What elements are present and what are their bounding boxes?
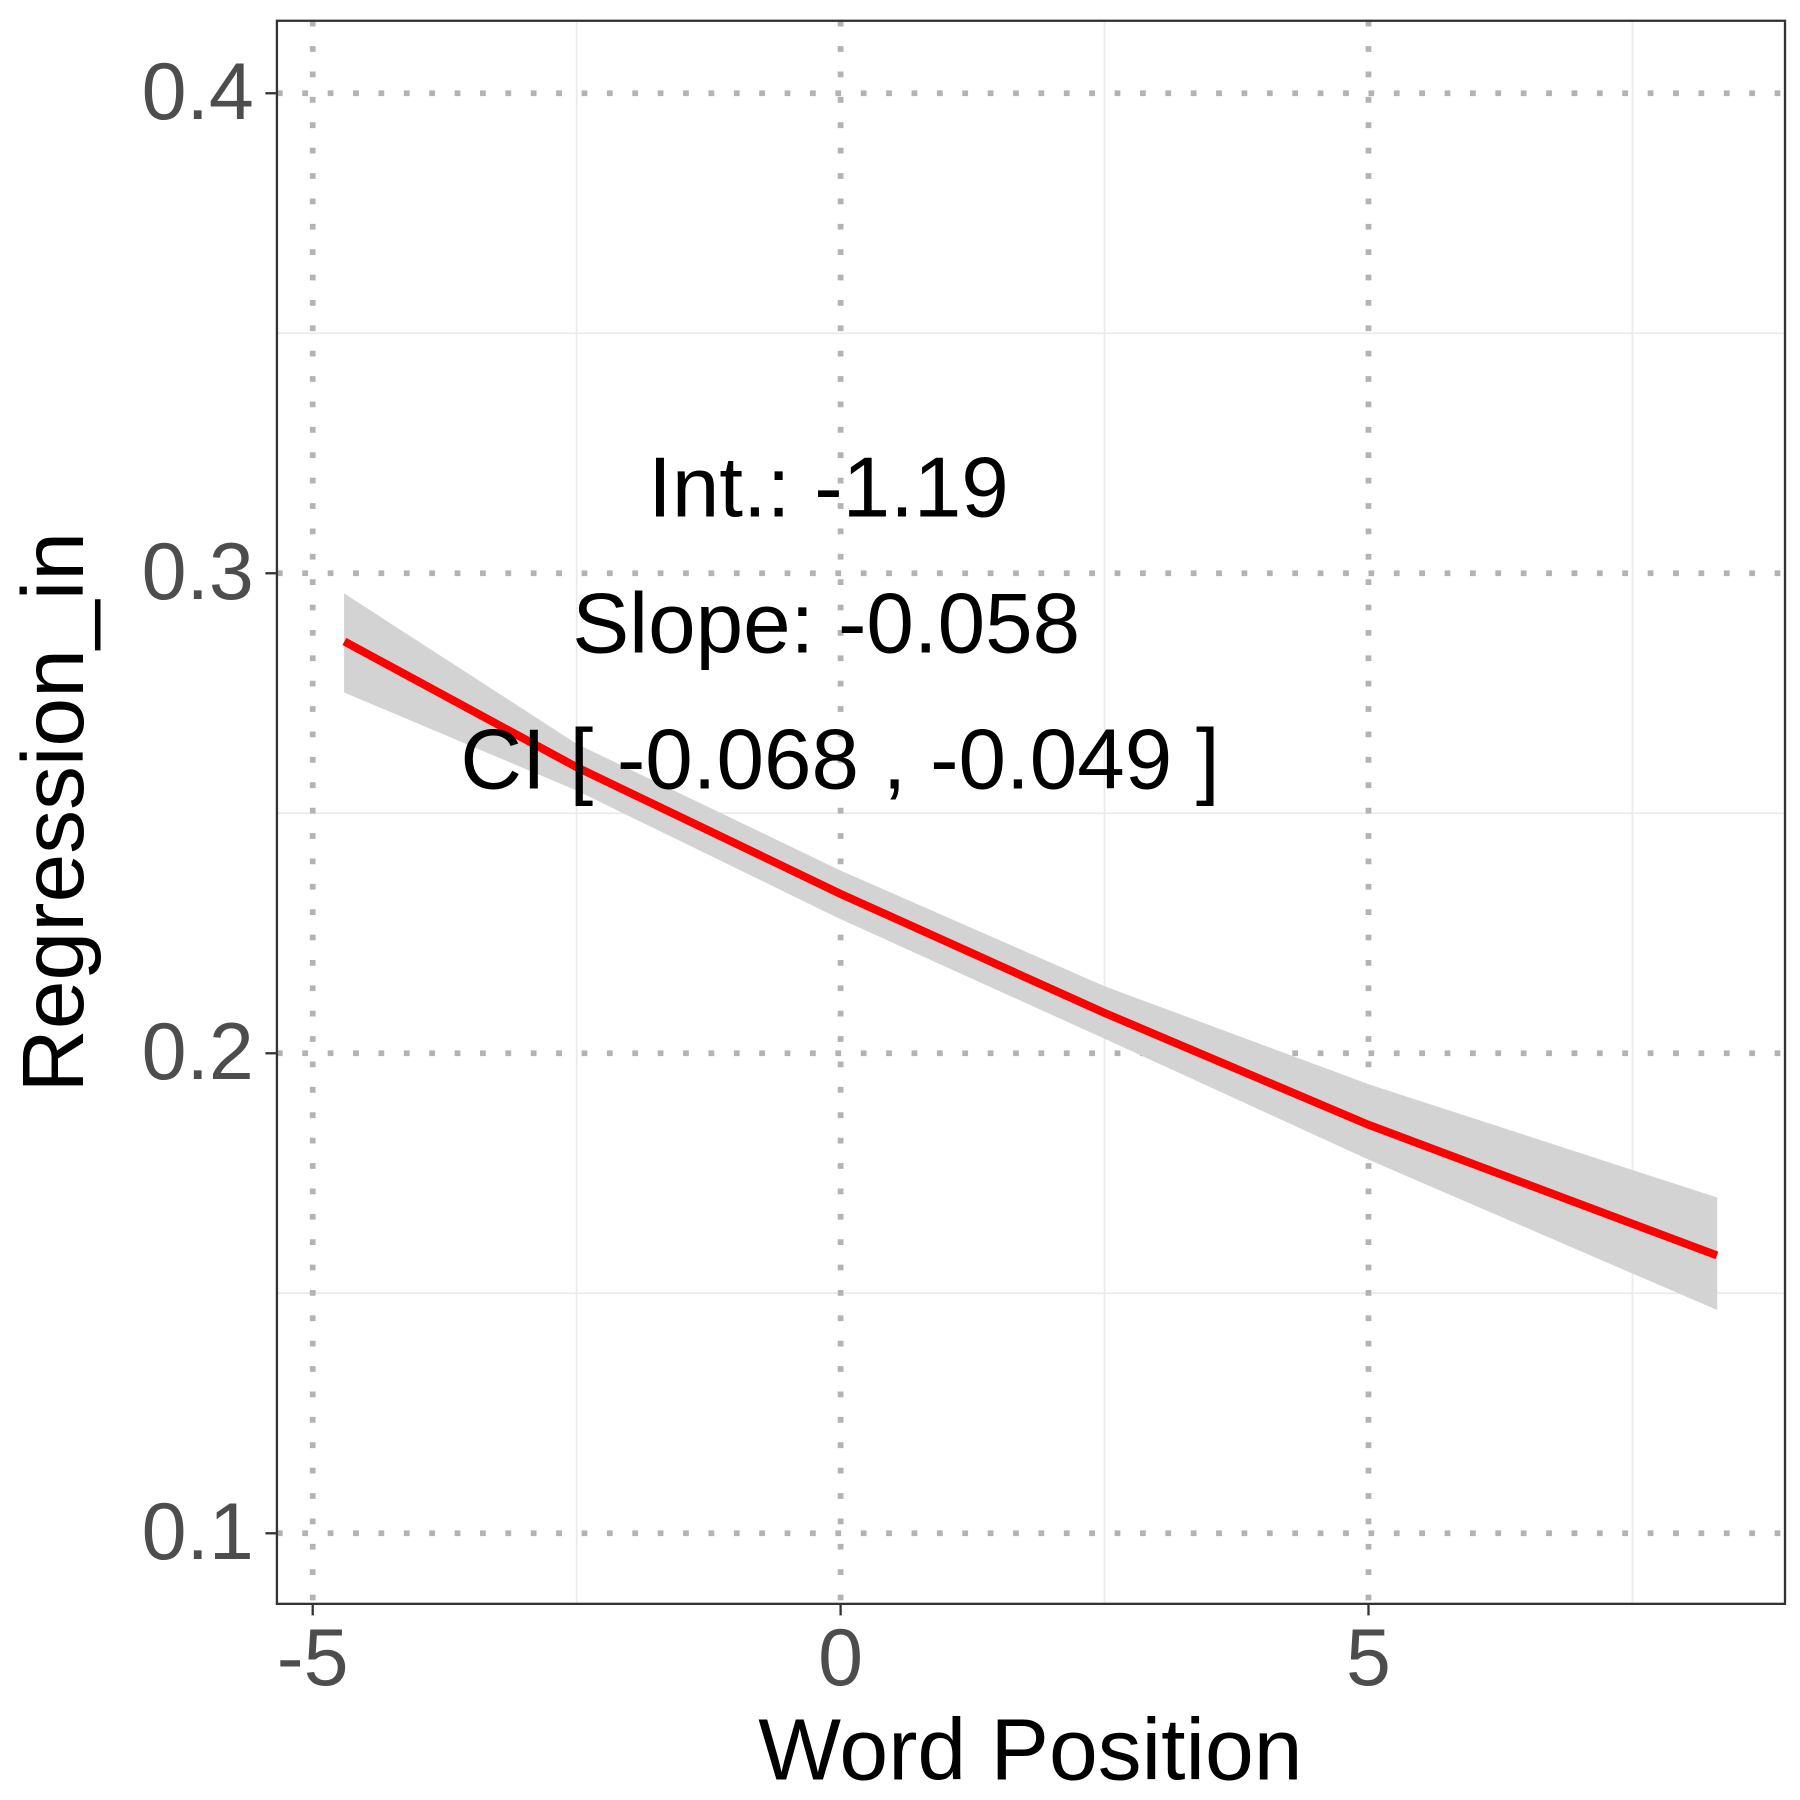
annotation: Int.: -1.19	[648, 440, 1009, 535]
y-tick-label: 0.3	[142, 527, 254, 617]
y-tick-label: 0.4	[142, 47, 254, 137]
y-tick-label: 0.2	[142, 1007, 254, 1097]
x-tick-label: 5	[1346, 1613, 1391, 1703]
y-tick-label: 0.1	[142, 1487, 254, 1577]
trend-line	[342, 637, 1719, 1260]
plot-background	[276, 20, 1785, 1604]
x-tick-label: 0	[818, 1613, 863, 1703]
x-tick-label: -5	[277, 1613, 349, 1703]
plot-border	[275, 19, 1787, 1605]
y-axis-title: Regression_in	[4, 532, 102, 1093]
annotation: Slope: -0.058	[572, 577, 1080, 672]
x-axis-title: Word Position	[758, 1700, 1302, 1798]
confidence-band	[1368, 1084, 1718, 1311]
annotation: CI [ -0.068 , -0.049 ]	[460, 713, 1219, 808]
